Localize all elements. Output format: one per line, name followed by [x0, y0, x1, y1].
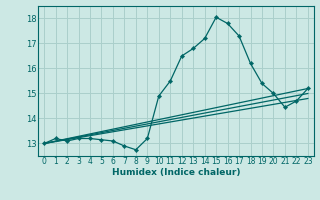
- X-axis label: Humidex (Indice chaleur): Humidex (Indice chaleur): [112, 168, 240, 177]
